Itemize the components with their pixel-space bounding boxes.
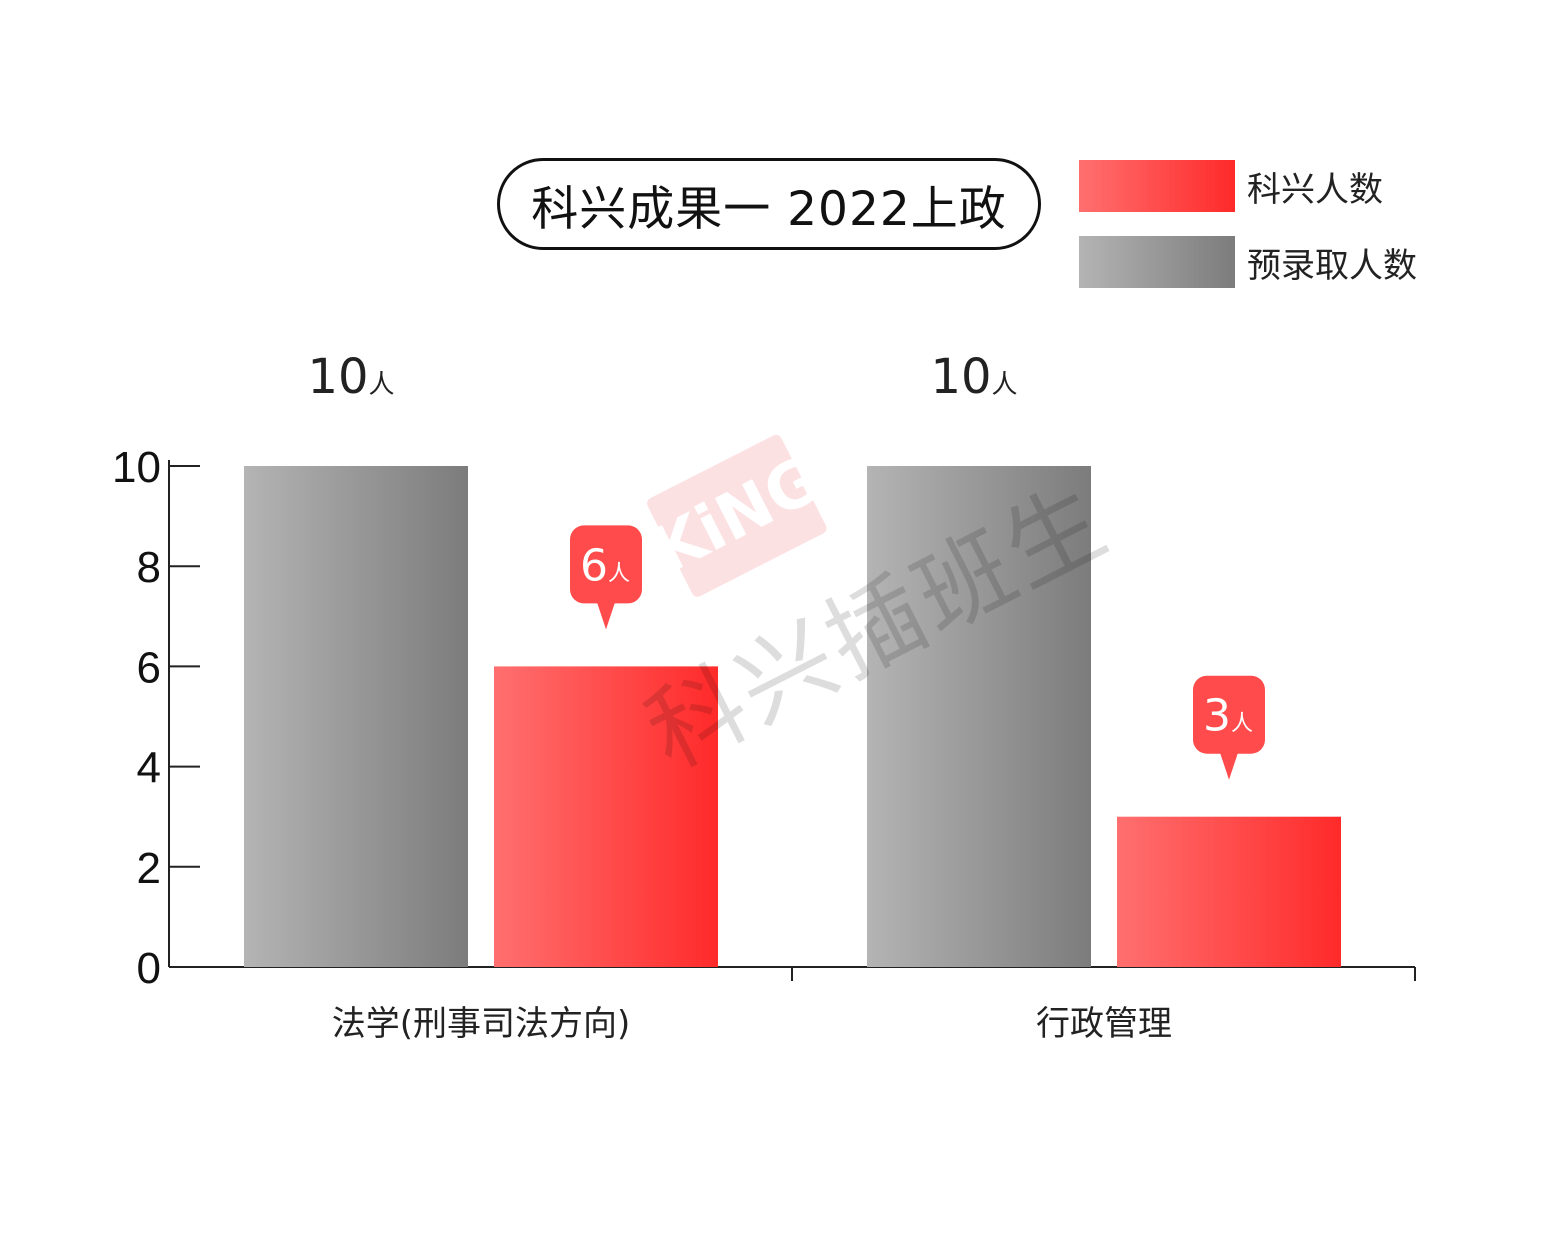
legend-item-kexing: 科兴人数: [1079, 160, 1383, 212]
chart-title: 科兴成果一 2022上政: [497, 158, 1041, 250]
y-tick-label: 8: [137, 543, 161, 592]
data-callout-pointer: [597, 602, 615, 630]
data-label: 10人: [307, 349, 394, 405]
legend-swatch-red: [1079, 160, 1235, 212]
y-tick-label: 2: [137, 844, 161, 893]
data-callout: [1193, 675, 1265, 754]
x-tick-label: 法学(刑事司法方向): [332, 1004, 631, 1044]
y-tick-label: 4: [137, 744, 161, 793]
bar: [867, 466, 1091, 967]
y-tick-label: 10: [112, 443, 161, 492]
bar: [1117, 816, 1341, 967]
data-callout-pointer: [1220, 752, 1238, 780]
legend-label: 预录取人数: [1247, 245, 1417, 286]
bar: [244, 466, 468, 967]
legend-label: 科兴人数: [1247, 169, 1383, 210]
legend-swatch-gray: [1079, 236, 1235, 288]
data-callout: [570, 525, 642, 604]
legend-item-admitted: 预录取人数: [1079, 236, 1417, 288]
y-tick-label: 0: [137, 944, 161, 993]
y-tick-label: 6: [137, 643, 161, 692]
bar: [494, 666, 718, 967]
x-tick-label: 行政管理: [1036, 1004, 1172, 1044]
data-label: 10人: [930, 349, 1017, 405]
